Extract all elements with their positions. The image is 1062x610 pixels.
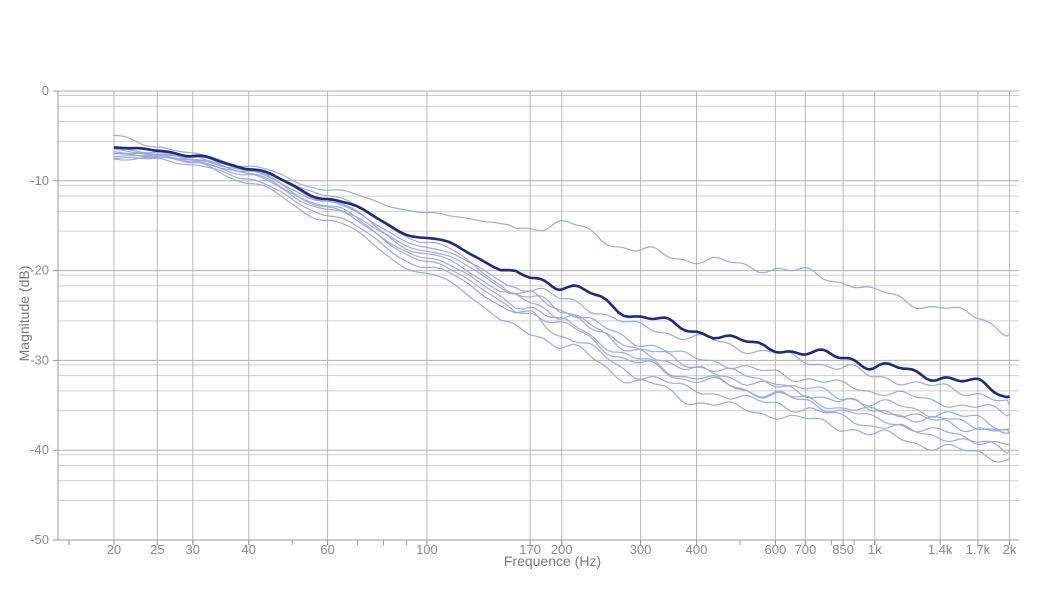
series-layer xyxy=(113,134,1011,463)
series-line xyxy=(113,153,1010,446)
x-tick-label: 2k xyxy=(1003,542,1017,557)
y-tick-label: -30 xyxy=(30,352,49,367)
y-axis-title: Magnitude (dB) xyxy=(16,266,32,362)
x-tick-label: 100 xyxy=(416,542,438,557)
series-line xyxy=(113,151,1011,406)
axis-layer: 0 -10 -20 -30 -40 -50 20 25 30 40 60 100 170 200 300 40… xyxy=(30,83,1019,557)
x-tick-label: 1.4k xyxy=(928,542,953,557)
x-tick-label: 300 xyxy=(630,542,652,557)
x-tick-label: 25 xyxy=(150,542,164,557)
x-tick-label: 600 xyxy=(765,542,787,557)
y-tick-label: -50 xyxy=(30,532,49,547)
x-tick-label: 400 xyxy=(686,542,708,557)
y-tick-label: -10 xyxy=(30,173,49,188)
x-tick-label: 170 xyxy=(519,542,541,557)
x-tick-label: 60 xyxy=(320,542,334,557)
x-tick-label: 850 xyxy=(832,542,854,557)
x-tick-label: 700 xyxy=(795,542,817,557)
series-line-highlighted xyxy=(113,146,1010,399)
x-tick-label: 20 xyxy=(107,542,121,557)
series-line xyxy=(113,156,1011,435)
x-tick-label: 200 xyxy=(551,542,573,557)
x-tick-label: 30 xyxy=(186,542,200,557)
y-tick-label: -20 xyxy=(30,263,49,278)
series-line xyxy=(113,148,1010,463)
y-tick-label: -40 xyxy=(30,442,49,457)
grid-layer xyxy=(58,90,1019,541)
x-tick-label: 40 xyxy=(242,542,256,557)
x-axis-title: Frequence (Hz) xyxy=(504,553,601,569)
y-tick-label: 0 xyxy=(42,83,49,98)
x-tick-label: 1.7k xyxy=(966,542,991,557)
series-line xyxy=(113,148,1010,434)
x-tick-label: 1k xyxy=(868,542,882,557)
